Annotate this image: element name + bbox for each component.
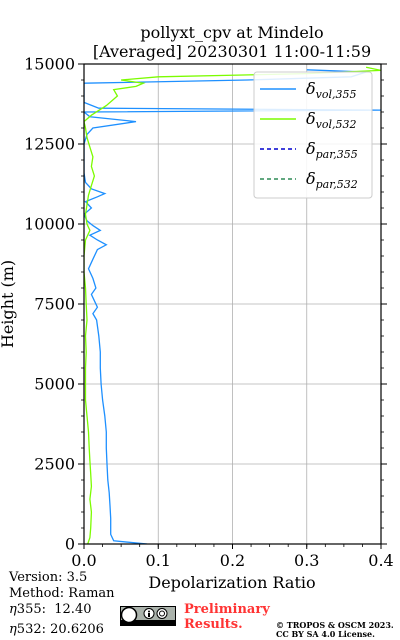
eta355-row: η355: 12.40 [9, 603, 91, 616]
legend-box [253, 71, 373, 199]
series-line-0 [84, 69, 381, 544]
chart-title-line1: pollyxt_cpv at Mindelo [140, 23, 323, 42]
y-axis-label: Height (m) [0, 260, 17, 348]
version-text: Version: 3.5 [9, 570, 88, 585]
y-tick-label: 12500 [24, 135, 75, 154]
eta355-value: 12.40 [54, 602, 92, 617]
eta532-row: η532: 20.6206 [9, 623, 104, 636]
series-line-1 [84, 66, 381, 544]
y-tick-label: 15000 [24, 55, 75, 74]
eta355-label: 355: [16, 602, 46, 617]
y-tick-label: 0 [65, 535, 75, 554]
eta532-label: 532: [16, 622, 46, 637]
x-tick-label: 0.2 [220, 551, 245, 570]
copyright-line1: © TROPOS & OSCM 2023. [276, 620, 394, 630]
legend-label-3: δpar,532 [306, 169, 358, 191]
chart-title-line2: [Averaged] 20230301 11:00-11:59 [93, 42, 371, 61]
x-tick-label: 0.3 [294, 551, 319, 570]
x-tick-label: 0.4 [368, 551, 393, 570]
eta-symbol: η [9, 602, 17, 617]
legend-label-2: δpar,355 [306, 139, 358, 161]
preliminary-label: Preliminary [184, 602, 270, 617]
y-tick-label: 7500 [34, 295, 75, 314]
y-tick-label: 10000 [24, 215, 75, 234]
cc-by-sa-icon [120, 606, 176, 626]
legend-label-1: δvol,532 [306, 109, 357, 131]
y-tick-label: 2500 [34, 455, 75, 474]
series-lines [84, 66, 381, 544]
legend: δvol,355 δvol,532 δpar,355 δpar,532 [253, 71, 373, 199]
results-label: Results. [184, 617, 243, 632]
copyright-line2: CC BY SA 4.0 License. [276, 629, 375, 639]
method-text: Method: Raman [9, 586, 115, 601]
x-tick-label: 0.0 [71, 551, 96, 570]
y-tick-label: 5000 [34, 375, 75, 394]
x-axis-label: Depolarization Ratio [148, 573, 315, 592]
eta-symbol: η [9, 622, 17, 637]
legend-label-0: δvol,355 [306, 79, 357, 101]
eta532-value: 20.6206 [50, 622, 104, 637]
axis-ticks: 0.0 0.1 0.2 0.3 0.4 0 2500 5000 7500 10000 12500 15… [24, 55, 394, 571]
x-tick-label: 0.1 [146, 551, 171, 570]
